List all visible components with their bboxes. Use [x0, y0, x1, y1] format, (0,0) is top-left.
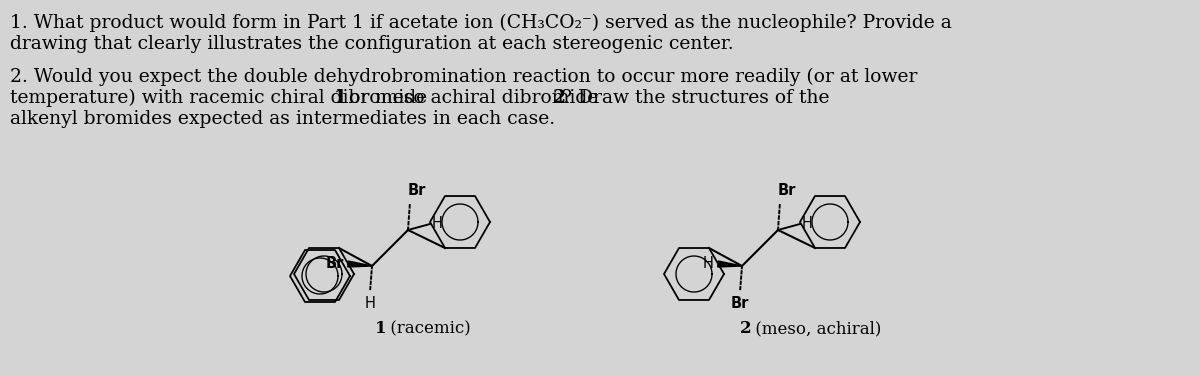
- Text: Br: Br: [731, 296, 749, 311]
- Text: alkenyl bromides expected as intermediates in each case.: alkenyl bromides expected as intermediat…: [10, 110, 556, 128]
- Text: 1: 1: [374, 320, 386, 337]
- Text: 2: 2: [740, 320, 751, 337]
- Text: Br: Br: [408, 183, 426, 198]
- Text: 2. Would you expect the double dehydrobromination reaction to occur more readily: 2. Would you expect the double dehydrobr…: [10, 68, 917, 86]
- Polygon shape: [348, 261, 372, 267]
- Text: (racemic): (racemic): [385, 320, 470, 337]
- Polygon shape: [718, 261, 742, 267]
- Text: Br: Br: [325, 256, 344, 272]
- Text: H: H: [703, 256, 714, 272]
- Text: H: H: [365, 296, 376, 311]
- Text: ? Draw the structures of the: ? Draw the structures of the: [562, 89, 829, 107]
- Text: drawing that clearly illustrates the configuration at each stereogenic center.: drawing that clearly illustrates the con…: [10, 35, 733, 53]
- Text: (meso, achiral): (meso, achiral): [750, 320, 881, 337]
- Text: H: H: [802, 216, 812, 231]
- Text: H: H: [432, 216, 443, 231]
- Text: 1. What product would form in Part 1 if acetate ion (CH₃CO₂⁻) served as the nucl: 1. What product would form in Part 1 if …: [10, 14, 952, 32]
- Text: Br: Br: [778, 183, 797, 198]
- Text: or meso achiral dibromide: or meso achiral dibromide: [343, 89, 605, 107]
- Text: temperature) with racemic chiral dibromide: temperature) with racemic chiral dibromi…: [10, 89, 433, 107]
- Text: 1: 1: [334, 89, 347, 107]
- Text: 2: 2: [553, 89, 566, 107]
